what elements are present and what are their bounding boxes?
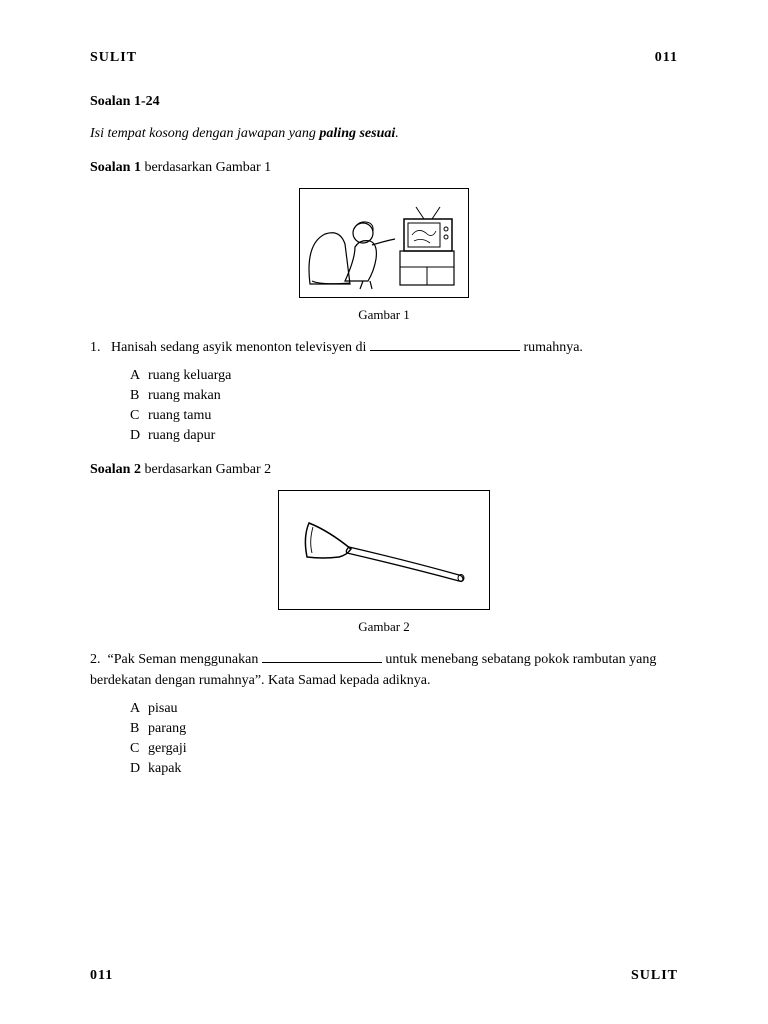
q2-figure-frame bbox=[278, 490, 490, 610]
q2-option-d: Dkapak bbox=[130, 761, 678, 777]
q2-option-c-text: gergaji bbox=[148, 741, 187, 756]
q2-ref-bold: Soalan 2 bbox=[90, 462, 141, 477]
section-title: Soalan 1-24 bbox=[90, 94, 678, 110]
header-left: SULIT bbox=[90, 50, 137, 66]
instruction-post: . bbox=[395, 126, 399, 141]
q1-option-c-text: ruang tamu bbox=[148, 408, 211, 423]
q1-options: Aruang keluarga Bruang makan Cruang tamu… bbox=[130, 368, 678, 444]
q2-figure: Gambar 2 bbox=[90, 490, 678, 635]
q1-ref-bold: Soalan 1 bbox=[90, 160, 141, 175]
q2-num: 2. bbox=[90, 652, 101, 667]
footer-left: 011 bbox=[90, 968, 113, 984]
instruction: Isi tempat kosong dengan jawapan yang pa… bbox=[90, 126, 678, 142]
exam-page: SULIT 011 Soalan 1-24 Isi tempat kosong … bbox=[0, 0, 768, 1024]
q2-option-b-text: parang bbox=[148, 721, 186, 736]
page-footer: 011 SULIT bbox=[90, 968, 678, 984]
q2-text: 2. “Pak Seman menggunakan untuk menebang… bbox=[90, 649, 678, 691]
q1-figure-caption: Gambar 1 bbox=[90, 307, 678, 323]
q2-option-a: Apisau bbox=[130, 701, 678, 717]
q2-figure-caption: Gambar 2 bbox=[90, 619, 678, 635]
q2-options: Apisau Bparang Cgergaji Dkapak bbox=[130, 701, 678, 777]
q1-blank bbox=[370, 337, 520, 351]
q2-reference: Soalan 2 berdasarkan Gambar 2 bbox=[90, 462, 678, 478]
page-header: SULIT 011 bbox=[90, 50, 678, 66]
q1-text-post: rumahnya. bbox=[520, 340, 583, 355]
q2-ref-rest: berdasarkan Gambar 2 bbox=[141, 462, 271, 477]
q1-option-c: Cruang tamu bbox=[130, 408, 678, 424]
q1-option-a: Aruang keluarga bbox=[130, 368, 678, 384]
q1-num: 1. bbox=[90, 340, 101, 355]
footer-right: SULIT bbox=[631, 968, 678, 984]
q1-figure: Gambar 1 bbox=[90, 188, 678, 323]
q2-option-a-text: pisau bbox=[148, 701, 178, 716]
axe-icon bbox=[279, 491, 489, 609]
q1-option-a-text: ruang keluarga bbox=[148, 368, 231, 383]
q1-option-d: Druang dapur bbox=[130, 428, 678, 444]
q1-figure-frame bbox=[299, 188, 469, 298]
tv-watching-icon bbox=[300, 189, 468, 297]
q2-option-c: Cgergaji bbox=[130, 741, 678, 757]
q2-text-pre: “Pak Seman menggunakan bbox=[108, 652, 262, 667]
q2-option-d-text: kapak bbox=[148, 761, 181, 776]
instruction-bold: paling sesuai bbox=[319, 126, 395, 141]
q1-option-b-text: ruang makan bbox=[148, 388, 221, 403]
header-right: 011 bbox=[655, 50, 678, 66]
q2-option-b: Bparang bbox=[130, 721, 678, 737]
q1-option-d-text: ruang dapur bbox=[148, 428, 215, 443]
q1-option-b: Bruang makan bbox=[130, 388, 678, 404]
q1-text: 1. Hanisah sedang asyik menonton televis… bbox=[90, 337, 678, 358]
instruction-pre: Isi tempat kosong dengan jawapan yang bbox=[90, 126, 319, 141]
q2-blank bbox=[262, 649, 382, 663]
q1-text-pre: Hanisah sedang asyik menonton televisyen… bbox=[111, 340, 370, 355]
q1-ref-rest: berdasarkan Gambar 1 bbox=[141, 160, 271, 175]
q1-reference: Soalan 1 berdasarkan Gambar 1 bbox=[90, 160, 678, 176]
